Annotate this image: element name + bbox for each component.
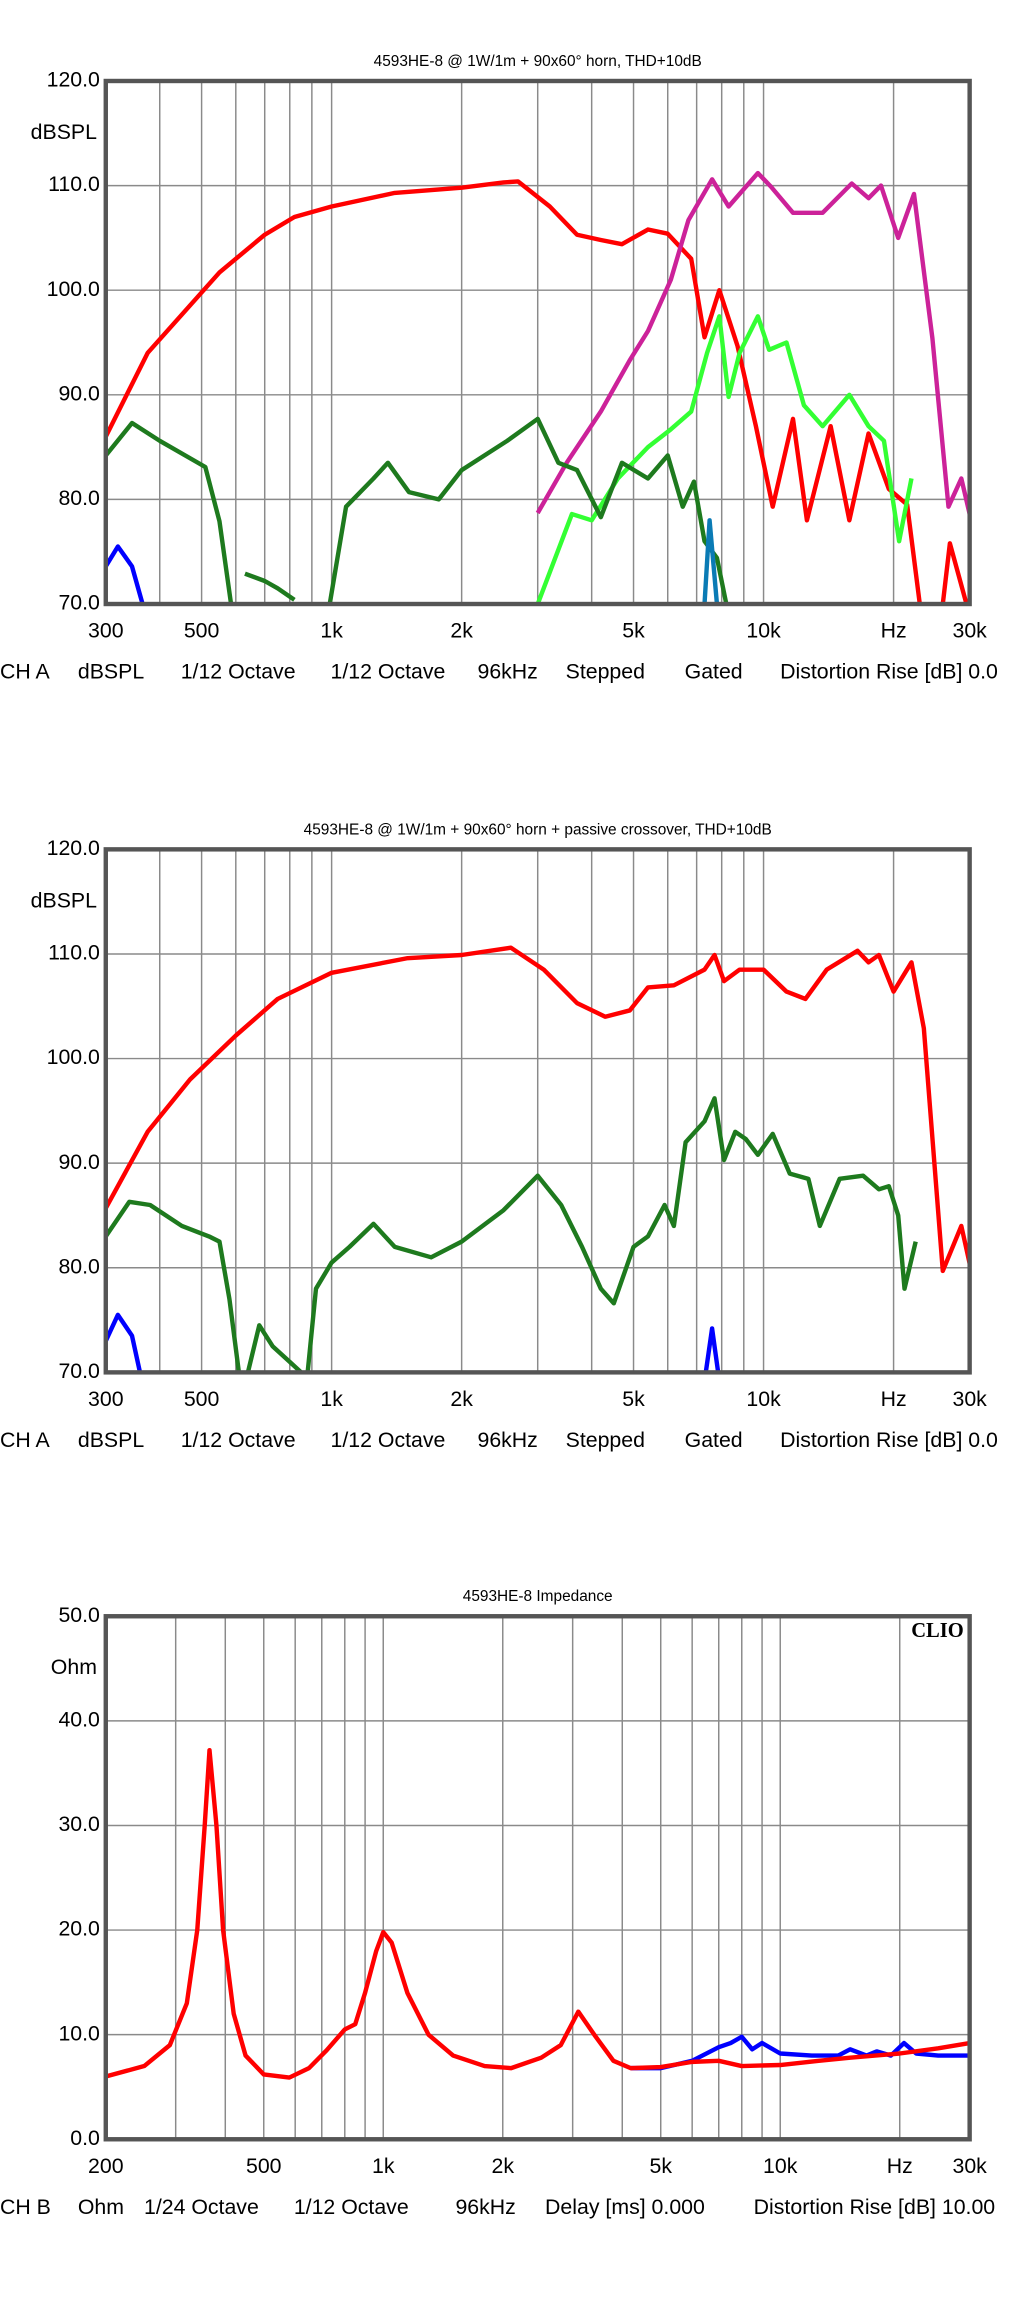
- x-tick-label: 5k: [622, 619, 645, 643]
- footer-label: dBSPL: [78, 660, 144, 684]
- chart-panel: 4593HE-8 @ 1W/1m + 90x60° horn + passive…: [0, 821, 998, 1452]
- x-tick-label: 2k: [492, 2154, 515, 2178]
- x-tick-label: 1k: [320, 1387, 343, 1411]
- chart-title: 4593HE-8 @ 1W/1m + 90x60° horn + passive…: [304, 821, 772, 838]
- response-line: [105, 416, 729, 605]
- footer-label: Stepped: [566, 660, 645, 684]
- footer-label: 1/12 Octave: [331, 1428, 446, 1452]
- y-tick-label: 110.0: [48, 172, 100, 196]
- x-tick-label: Hz: [881, 1387, 907, 1411]
- response-line: [105, 1096, 918, 1373]
- footer-label: 96kHz: [477, 660, 537, 684]
- y-axis-label: dBSPL: [31, 888, 97, 912]
- y-tick-label: 0.0: [70, 2126, 100, 2150]
- y-axis-label: Ohm: [51, 1655, 97, 1679]
- y-tick-label: 80.0: [58, 1254, 100, 1278]
- x-tick-label: 300: [88, 619, 124, 643]
- chart-title: 4593HE-8 Impedance: [463, 1588, 613, 1605]
- chart-panel: 4593HE-8 @ 1W/1m + 90x60° horn, THD+10dB…: [0, 53, 998, 684]
- response-line: [105, 1312, 721, 1373]
- x-tick-label: 2k: [450, 619, 473, 643]
- x-tick-label: 2k: [450, 1387, 473, 1411]
- response-line: [535, 170, 970, 515]
- y-tick-label: 10.0: [58, 2021, 100, 2045]
- y-tick-label: 120.0: [47, 836, 100, 860]
- y-tick-label: 70.0: [58, 1359, 100, 1383]
- y-tick-label: 30.0: [58, 1812, 100, 1836]
- footer-label: CH B: [0, 2195, 51, 2219]
- x-tick-label: 500: [246, 2154, 282, 2178]
- footer-label: Distortion Rise [dB] 10.00: [754, 2195, 996, 2219]
- x-tick-label: 500: [184, 1387, 220, 1411]
- y-tick-label: 100.0: [47, 277, 100, 301]
- y-tick-label: 20.0: [58, 1917, 100, 1941]
- x-tick-label: 1k: [320, 619, 343, 643]
- y-axis-label: dBSPL: [31, 120, 97, 144]
- footer-label: Ohm: [78, 2195, 124, 2219]
- footer-label: Gated: [685, 660, 743, 684]
- footer-label: 1/12 Octave: [294, 2195, 409, 2219]
- chart-panel: 4593HE-8 Impedance 200 500 1k 2k 5k 10k Hz 30k 0.…: [0, 1588, 995, 2219]
- y-tick-label: 50.0: [58, 1603, 100, 1627]
- x-tick-label: 30k: [952, 619, 987, 643]
- footer-label: 96kHz: [477, 1428, 537, 1452]
- x-tick-label: 10k: [763, 2154, 798, 2178]
- footer-label: Distortion Rise [dB] 0.0: [780, 660, 998, 684]
- x-tick-label: 10k: [746, 1387, 781, 1411]
- x-tick-label: Hz: [887, 2154, 913, 2178]
- plot-frame: [103, 1614, 972, 2142]
- x-tick-label: 1k: [372, 2154, 395, 2178]
- y-tick-label: 40.0: [58, 1707, 100, 1731]
- x-tick-label: 30k: [952, 2154, 987, 2178]
- footer-label: 1/24 Octave: [144, 2195, 259, 2219]
- x-tick-label: 200: [88, 2154, 124, 2178]
- footer-label: 1/12 Octave: [181, 660, 296, 684]
- x-tick-label: 10k: [746, 619, 781, 643]
- footer-label: CH A: [0, 660, 51, 684]
- footer-label: 96kHz: [455, 2195, 515, 2219]
- footer-label: dBSPL: [78, 1428, 144, 1452]
- x-tick-label: 500: [184, 619, 220, 643]
- footer-label: 1/12 Octave: [331, 660, 446, 684]
- x-tick-label: Hz: [881, 619, 907, 643]
- y-tick-label: 90.0: [58, 1150, 100, 1174]
- x-tick-label: 30k: [952, 1387, 987, 1411]
- y-tick-label: 70.0: [58, 591, 100, 615]
- x-tick-label: 300: [88, 1387, 124, 1411]
- response-line: [702, 518, 720, 605]
- x-tick-label: 5k: [649, 2154, 672, 2178]
- plot-frame: [103, 847, 972, 1375]
- footer-label: Gated: [685, 1428, 743, 1452]
- plot-frame: [103, 78, 972, 607]
- chart-title: 4593HE-8 @ 1W/1m + 90x60° horn, THD+10dB: [374, 53, 702, 70]
- response-line: [105, 945, 970, 1274]
- footer-label: Delay [ms] 0.000: [545, 2195, 705, 2219]
- response-line: [630, 2034, 970, 2071]
- footer-label: Stepped: [566, 1428, 645, 1452]
- x-tick-label: 5k: [622, 1387, 645, 1411]
- footer-label: CH A: [0, 1428, 51, 1452]
- plot-background: [105, 1616, 970, 2140]
- logo: CLIO: [911, 1620, 964, 1642]
- y-tick-label: 90.0: [58, 381, 100, 405]
- response-line: [105, 544, 145, 605]
- response-line: [105, 179, 969, 605]
- y-tick-label: 80.0: [58, 486, 100, 510]
- y-tick-label: 100.0: [47, 1045, 100, 1069]
- y-tick-label: 110.0: [48, 941, 100, 965]
- footer-label: Distortion Rise [dB] 0.0: [780, 1428, 998, 1452]
- footer-label: 1/12 Octave: [181, 1428, 296, 1452]
- y-tick-label: 120.0: [47, 68, 100, 92]
- response-line: [105, 1747, 970, 2080]
